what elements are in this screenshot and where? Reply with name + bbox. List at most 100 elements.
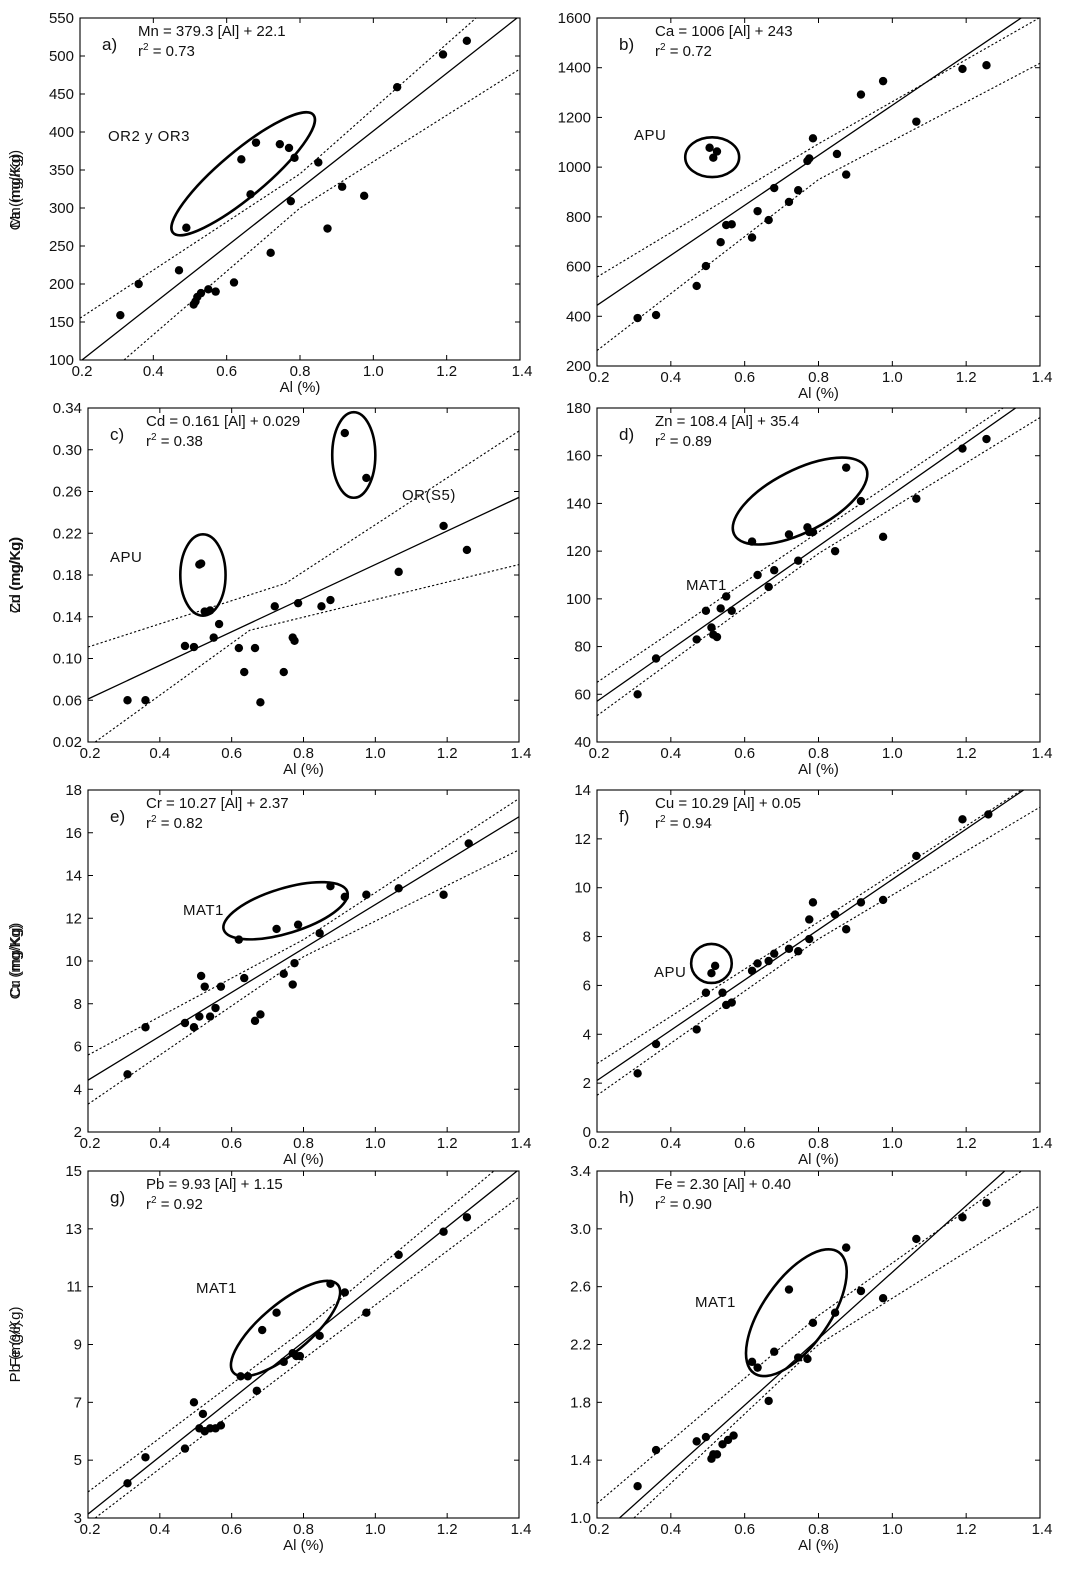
- data-point: [651, 310, 661, 320]
- x-axis-label: Al (%): [798, 1537, 839, 1554]
- data-point: [394, 567, 403, 577]
- y-tick-label: 8: [583, 929, 591, 946]
- x-tick-label: 1.0: [365, 745, 386, 762]
- plot-area: [88, 428, 519, 742]
- data-point: [716, 238, 725, 247]
- y-tick-label: 3.4: [570, 1163, 591, 1180]
- panel-letter: f): [619, 807, 629, 826]
- data-point: [272, 1308, 281, 1317]
- regression-line: [88, 1171, 519, 1515]
- x-tick-label: 1.4: [511, 1135, 532, 1152]
- y-tick-label: 4: [74, 1081, 82, 1098]
- data-point: [237, 155, 246, 164]
- x-tick-label: 0.8: [293, 745, 314, 762]
- data-point: [250, 1016, 260, 1026]
- r-squared-superscript: 2: [151, 432, 157, 443]
- x-axis-label: Al (%): [283, 761, 324, 778]
- plot-area: [80, 18, 520, 360]
- x-tick-label: 0.4: [660, 369, 681, 386]
- plot-frame: [87, 407, 520, 743]
- x-tick-label: 0.4: [149, 1135, 170, 1152]
- x-tick-label: 0.8: [293, 1521, 314, 1538]
- data-point: [701, 606, 711, 615]
- x-tick-label: 0.6: [221, 745, 242, 762]
- x-tick-label: 1.4: [512, 363, 533, 380]
- y-tick-label: 8: [74, 996, 82, 1013]
- r-squared-label: r2 = 0.82: [146, 814, 203, 832]
- data-point: [323, 224, 332, 233]
- data-point: [362, 890, 371, 899]
- y-axis-label: Mn (mg/Kg): [7, 150, 24, 228]
- x-tick-label: 1.4: [511, 745, 532, 762]
- regression-equation: Cd = 0.161 [Al] + 0.029: [146, 413, 300, 430]
- x-tick-label: 1.4: [1032, 1135, 1053, 1152]
- x-tick-label: 1.0: [365, 1135, 386, 1152]
- data-point: [195, 1012, 204, 1021]
- y-tick-label: 40: [574, 734, 591, 751]
- panel-a: 0.2 0.4 0.6 0.8 1.0 1.2 1.4 100 150 200 250 300 350 4…: [7, 10, 532, 396]
- y-tick-label: 15: [65, 1163, 82, 1180]
- y-tick-label: 11: [66, 1279, 82, 1296]
- regression-line: [88, 496, 519, 700]
- y-tick-label: 180: [566, 400, 591, 417]
- data-point: [462, 545, 472, 555]
- data-point: [198, 1409, 208, 1419]
- data-point: [211, 1003, 220, 1013]
- group-label: APU: [654, 964, 686, 981]
- r-squared-label: r2 = 0.92: [146, 1195, 203, 1213]
- x-tick-label: 0.2: [72, 363, 93, 380]
- y-tick-label: 400: [566, 308, 591, 325]
- panel-letter: a): [102, 35, 117, 54]
- r-squared-symbol: r: [655, 433, 660, 450]
- data-point: [712, 632, 722, 642]
- data-point: [912, 851, 921, 861]
- regression-line: [597, 790, 1025, 1082]
- x-tick-label: 0.8: [293, 1135, 314, 1152]
- x-tick-label: 0.6: [221, 1135, 242, 1152]
- data-point: [793, 947, 803, 956]
- data-point: [832, 149, 842, 159]
- plot-area: [88, 798, 519, 1105]
- data-point: [753, 1363, 762, 1372]
- r-squared-value: = 0.82: [157, 815, 203, 832]
- x-tick-label: 0.6: [734, 1521, 755, 1538]
- panel-f: 0.2 0.4 0.6 0.8 1.0 1.2 1.4 0 2 4 6 8 10 12 14 Al (%) Cu…: [7, 782, 1053, 1168]
- data-point: [439, 1227, 448, 1236]
- y-tick-label: 1200: [558, 109, 591, 126]
- x-tick-label: 0.6: [216, 363, 237, 380]
- data-point: [958, 444, 967, 453]
- data-point: [256, 1010, 265, 1019]
- data-point: [337, 182, 347, 191]
- r-squared-value: = 0.92: [157, 1196, 203, 1213]
- x-tick-label: 0.6: [221, 1521, 242, 1538]
- group-ellipse: [229, 1279, 342, 1378]
- data-point: [712, 1450, 722, 1459]
- regression-equation: Cu = 10.29 [Al] + 0.05: [655, 795, 801, 812]
- data-point: [764, 956, 773, 966]
- data-point: [317, 602, 326, 611]
- data-point: [841, 925, 851, 934]
- plot-frame: [596, 1170, 1041, 1519]
- data-point: [234, 643, 244, 653]
- data-point: [180, 641, 190, 651]
- y-tick-label: 300: [49, 200, 74, 217]
- r-squared-value: = 0.89: [666, 433, 712, 450]
- plot-frame: [596, 407, 1041, 743]
- r-squared-superscript: 2: [660, 1195, 666, 1206]
- data-point: [878, 532, 888, 542]
- plot-area: [597, 408, 1040, 717]
- data-point: [293, 920, 303, 929]
- data-point: [214, 619, 224, 629]
- x-axis-label: Al (%): [798, 761, 839, 778]
- data-point: [770, 949, 779, 958]
- data-point: [216, 1421, 226, 1430]
- data-point: [912, 1234, 921, 1244]
- y-tick-label: 6: [583, 977, 591, 994]
- data-point: [805, 915, 814, 924]
- data-point: [793, 556, 803, 565]
- data-point: [830, 910, 840, 919]
- data-point: [770, 566, 779, 575]
- y-tick-label: 0.06: [53, 692, 82, 709]
- y-tick-label: 1000: [558, 159, 591, 176]
